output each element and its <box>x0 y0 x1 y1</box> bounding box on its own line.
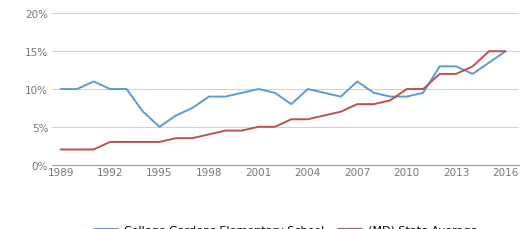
College Gardens Elementary School <box>140 111 146 114</box>
College Gardens Elementary School <box>74 88 80 91</box>
College Gardens Elementary School <box>470 73 476 76</box>
College Gardens Elementary School <box>173 114 179 117</box>
(MD) State Average <box>206 134 212 136</box>
College Gardens Elementary School <box>436 66 443 68</box>
College Gardens Elementary School <box>387 96 394 98</box>
College Gardens Elementary School <box>107 88 113 91</box>
College Gardens Elementary School <box>503 51 509 53</box>
(MD) State Average <box>486 51 492 53</box>
College Gardens Elementary School <box>354 81 361 84</box>
College Gardens Elementary School <box>486 62 492 65</box>
(MD) State Average <box>337 111 344 114</box>
(MD) State Average <box>436 73 443 76</box>
College Gardens Elementary School <box>124 88 130 91</box>
Line: College Gardens Elementary School: College Gardens Elementary School <box>61 52 506 127</box>
(MD) State Average <box>156 141 162 144</box>
Legend: College Gardens Elementary School, (MD) State Average: College Gardens Elementary School, (MD) … <box>90 221 482 229</box>
College Gardens Elementary School <box>453 66 459 68</box>
(MD) State Average <box>403 88 410 91</box>
College Gardens Elementary School <box>239 92 245 95</box>
College Gardens Elementary School <box>288 103 294 106</box>
(MD) State Average <box>140 141 146 144</box>
(MD) State Average <box>354 103 361 106</box>
College Gardens Elementary School <box>222 96 228 98</box>
(MD) State Average <box>272 126 278 129</box>
College Gardens Elementary School <box>420 92 427 95</box>
(MD) State Average <box>453 73 459 76</box>
(MD) State Average <box>387 100 394 102</box>
College Gardens Elementary School <box>272 92 278 95</box>
(MD) State Average <box>304 118 311 121</box>
College Gardens Elementary School <box>206 96 212 98</box>
College Gardens Elementary School <box>189 107 195 110</box>
(MD) State Average <box>321 114 328 117</box>
(MD) State Average <box>255 126 261 129</box>
College Gardens Elementary School <box>91 81 97 84</box>
Line: (MD) State Average: (MD) State Average <box>61 52 506 150</box>
College Gardens Elementary School <box>156 126 162 129</box>
College Gardens Elementary School <box>337 96 344 98</box>
(MD) State Average <box>107 141 113 144</box>
(MD) State Average <box>189 137 195 140</box>
(MD) State Average <box>124 141 130 144</box>
(MD) State Average <box>420 88 427 91</box>
(MD) State Average <box>503 51 509 53</box>
(MD) State Average <box>173 137 179 140</box>
(MD) State Average <box>288 118 294 121</box>
College Gardens Elementary School <box>304 88 311 91</box>
(MD) State Average <box>239 130 245 132</box>
(MD) State Average <box>222 130 228 132</box>
College Gardens Elementary School <box>255 88 261 91</box>
College Gardens Elementary School <box>403 96 410 98</box>
College Gardens Elementary School <box>321 92 328 95</box>
College Gardens Elementary School <box>58 88 64 91</box>
(MD) State Average <box>370 103 377 106</box>
(MD) State Average <box>91 148 97 151</box>
(MD) State Average <box>74 148 80 151</box>
College Gardens Elementary School <box>370 92 377 95</box>
(MD) State Average <box>470 66 476 68</box>
(MD) State Average <box>58 148 64 151</box>
